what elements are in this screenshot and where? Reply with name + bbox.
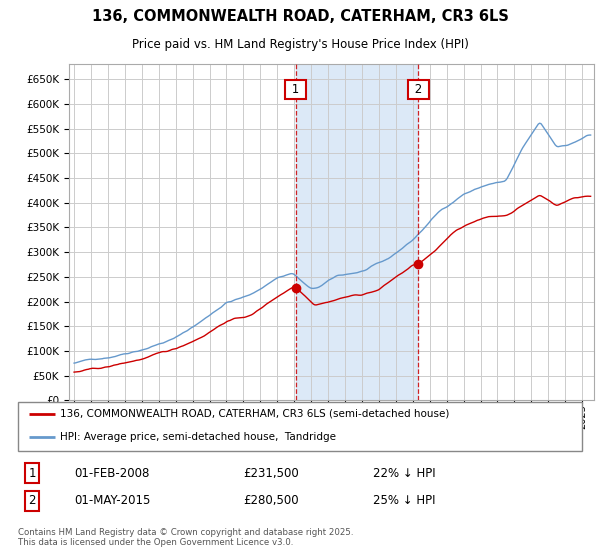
Text: 1: 1	[288, 83, 303, 96]
Text: 136, COMMONWEALTH ROAD, CATERHAM, CR3 6LS: 136, COMMONWEALTH ROAD, CATERHAM, CR3 6L…	[92, 9, 508, 24]
Text: 22% ↓ HPI: 22% ↓ HPI	[373, 466, 436, 479]
Text: Contains HM Land Registry data © Crown copyright and database right 2025.
This d: Contains HM Land Registry data © Crown c…	[18, 528, 353, 548]
Text: £231,500: £231,500	[244, 466, 299, 479]
Text: 2: 2	[411, 83, 426, 96]
Text: £280,500: £280,500	[244, 494, 299, 507]
Text: HPI: Average price, semi-detached house,  Tandridge: HPI: Average price, semi-detached house,…	[60, 432, 337, 442]
Text: 136, COMMONWEALTH ROAD, CATERHAM, CR3 6LS (semi-detached house): 136, COMMONWEALTH ROAD, CATERHAM, CR3 6L…	[60, 409, 449, 419]
Text: 25% ↓ HPI: 25% ↓ HPI	[373, 494, 436, 507]
Text: 01-MAY-2015: 01-MAY-2015	[74, 494, 151, 507]
Bar	[296, 64, 418, 400]
Text: 1: 1	[28, 466, 36, 479]
Text: 2: 2	[28, 494, 36, 507]
FancyBboxPatch shape	[18, 402, 582, 451]
Text: Price paid vs. HM Land Registry's House Price Index (HPI): Price paid vs. HM Land Registry's House …	[131, 38, 469, 51]
Text: 01-FEB-2008: 01-FEB-2008	[74, 466, 150, 479]
